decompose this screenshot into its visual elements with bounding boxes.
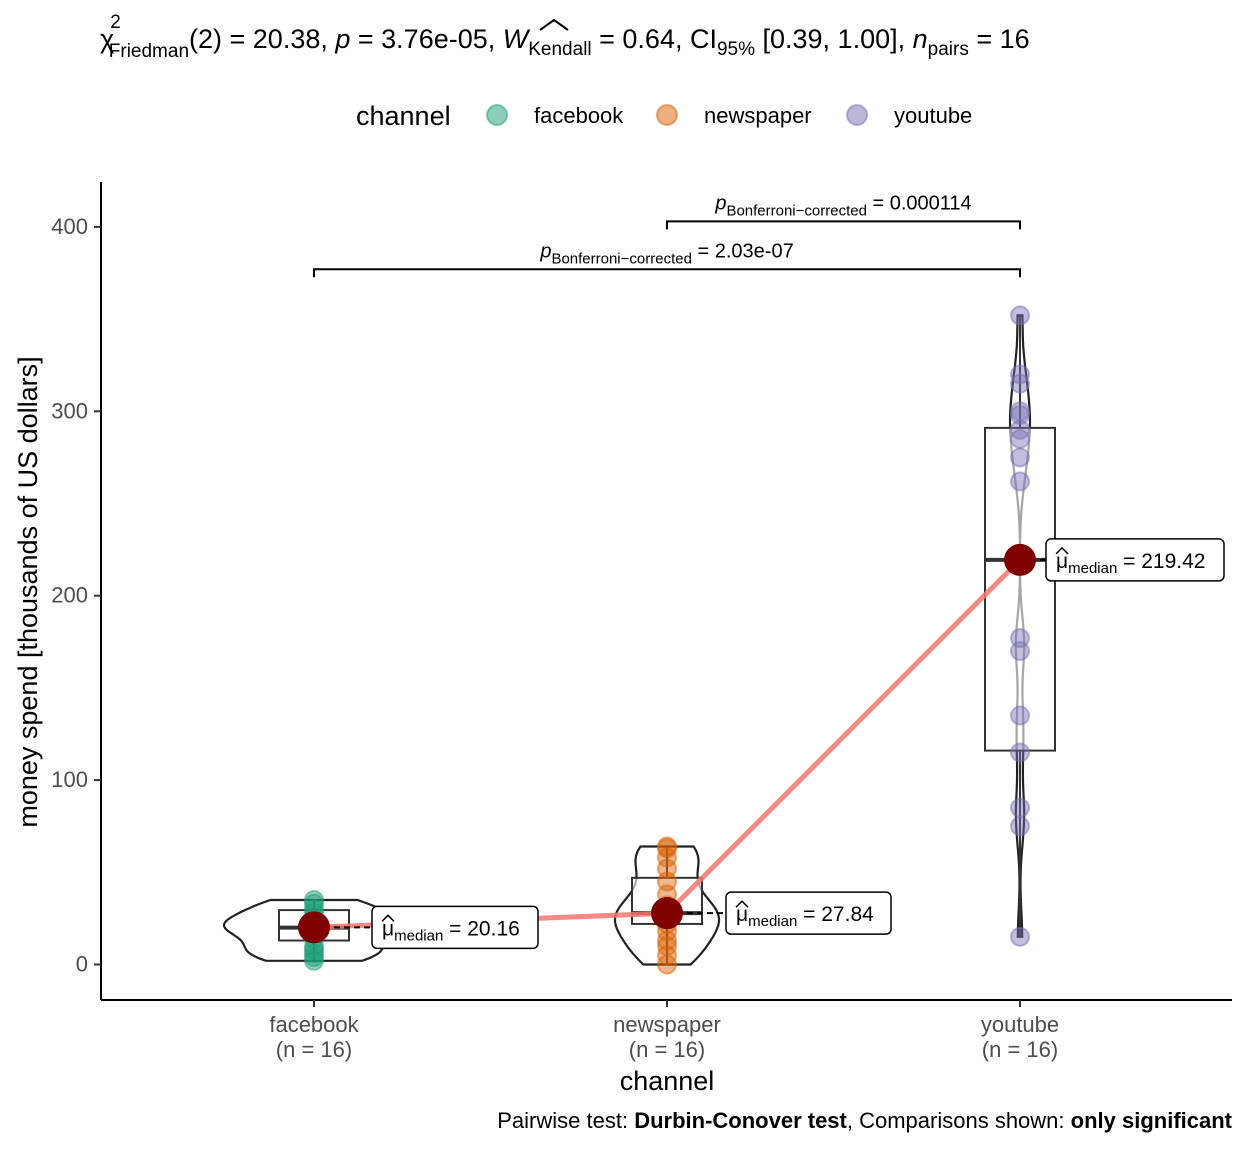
legend: channel facebook newspaper youtube [356,101,972,131]
bracket-line [666,220,1021,230]
x-tick-label-youtube: youtube [981,1012,1059,1037]
point-youtube [1010,628,1030,649]
point-youtube [1010,447,1030,468]
x-tick-count-facebook: (n = 16) [276,1037,352,1062]
violin-newspaper [613,845,721,966]
point-newspaper [657,936,677,957]
legend-label-newspaper: newspaper [704,103,812,128]
legend-label-facebook: facebook [534,103,624,128]
y-tick-label: 0 [76,952,88,977]
y-axis-ticks: 0 100 200 300 400 [51,214,101,977]
point-youtube [1010,401,1030,422]
subtitle-p-val: = 3.76e-05, [350,24,502,54]
point-youtube [1010,471,1030,492]
median-label-box [371,905,539,950]
legend-key-newspaper [656,104,678,126]
y-tick-label: 200 [51,583,88,608]
x-tick-label-facebook: facebook [269,1012,359,1037]
median-point-facebook [298,911,330,944]
subtitle-ci-sub: 95% [717,39,755,60]
point-youtube [1010,797,1030,818]
point-facebook [304,889,324,910]
median-label-facebook: μmedian = 20.16 [371,905,539,950]
mu-hat-icon [381,914,395,922]
point-youtube [1010,742,1030,763]
legend-title: channel [356,101,451,131]
boxplots [278,315,1056,965]
subtitle-w-sym: W [503,24,531,54]
subtitle-n-sub: pairs [928,39,969,60]
bracket-line [313,268,1021,278]
point-youtube [1010,926,1030,947]
comparison-bracket-facebook-youtube: pBonferroni−corrected = 2.03e-07 [313,240,1021,278]
caption-pre: Pairwise test: [497,1108,634,1133]
median-label-youtube: μmedian = 219.42 [1045,538,1225,582]
x-tick-count-youtube: (n = 16) [982,1037,1058,1062]
median-label-box [725,891,892,935]
comparison-label: pBonferroni−corrected = 2.03e-07 [539,240,793,267]
subtitle-chi-sub: Friedman [109,41,189,62]
median-label-newspaper: μmedian = 27.84 [725,891,892,935]
subtitle-ci-val: [0.39, 1.00], [755,24,913,54]
chart-caption: Pairwise test: Durbin-Conover test, Comp… [497,1108,1232,1133]
median-label-box [1045,538,1225,582]
w-hat-icon [539,18,569,31]
subtitle-n-sym: n [913,24,928,54]
median-label-text: μmedian = 219.42 [1056,550,1205,577]
x-axis-ticks: facebook(n = 16)newspaper(n = 16)youtube… [269,1000,1059,1062]
legend-label-youtube: youtube [894,103,972,128]
data-points [304,305,1030,975]
y-tick-label: 300 [51,398,88,423]
x-tick-count-newspaper: (n = 16) [629,1037,705,1062]
violins [222,314,1032,966]
caption-test: Durbin-Conover test [634,1108,847,1133]
point-youtube [1010,705,1030,726]
x-axis-title: channel [620,1066,715,1096]
mu-hat-icon [735,900,749,908]
caption-shown: only significant [1071,1108,1233,1133]
point-newspaper [657,858,677,879]
median-point-youtube [1004,543,1036,576]
comparison-bracket-newspaper-youtube: pBonferroni−corrected = 0.000114 [666,192,1021,230]
y-tick-label: 100 [51,767,88,792]
subtitle-w-val: = 0.64, CI [592,24,717,54]
subtitle-w-sub: Kendall [528,39,591,60]
point-youtube [1010,364,1030,385]
point-youtube [1010,816,1030,837]
median-label-text: μmedian = 20.16 [382,917,520,944]
point-newspaper [657,836,677,857]
subtitle-p-sym: p [334,24,350,54]
median-point-newspaper [651,897,683,930]
point-youtube [1010,305,1030,326]
y-axis-title: money spend [thousands of US dollars] [13,356,43,827]
legend-key-youtube [846,104,868,126]
chart-subtitle: χ2 Friedman(2) = 20.38, p = 3.76e-05, WKe… [100,12,1030,62]
medians-layer: μmedian = 20.16 μmedian = 27.84 μmedian = … [298,538,1225,950]
comparisons: pBonferroni−corrected = 0.000114 pBonferr… [313,192,1021,278]
legend-key-facebook [486,104,508,126]
y-tick-label: 400 [51,214,88,239]
box-youtube [984,426,1056,752]
subtitle-df: (2) = 20.38, [189,24,335,54]
caption-mid: , Comparisons shown: [847,1108,1071,1133]
mu-hat-icon [1055,546,1069,555]
subtitle-chi-sup: 2 [110,12,121,33]
comparison-label: pBonferroni−corrected = 0.000114 [714,192,971,219]
x-tick-label-newspaper: newspaper [613,1012,721,1037]
median-label-text: μmedian = 27.84 [736,903,874,930]
subtitle-chi: χ [100,24,114,54]
subtitle-n-val: = 16 [969,24,1030,54]
